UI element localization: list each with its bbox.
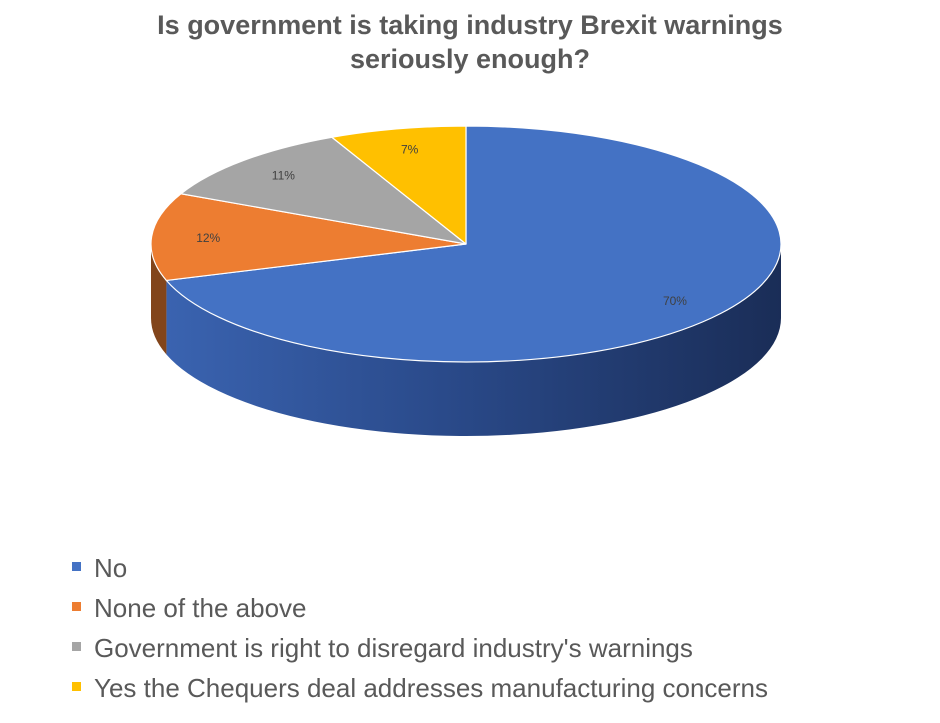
legend-item-none-of-the-above: None of the above	[72, 588, 768, 628]
legend-label-no: No	[94, 553, 128, 583]
legend-swatch-government-right	[72, 641, 81, 651]
legend-item-no: No	[72, 548, 768, 588]
legend-item-government-right: Government is right to disregard industr…	[72, 628, 768, 668]
pie-slice-chequers-deal	[331, 125, 467, 245]
legend: No None of the above Government is right…	[72, 548, 768, 708]
legend-item-chequers-deal: Yes the Chequers deal addresses manufact…	[72, 668, 768, 708]
pie-side-layer	[151, 244, 782, 436]
data-label-government-right: 11%	[272, 169, 295, 183]
chart-title-line-2: seriously enough?	[349, 44, 591, 74]
chart-title: Is government is taking industry Brexit …	[0, 8, 940, 76]
data-label-chequers-deal: 7%	[401, 143, 419, 157]
pie-slice-none-of-the-above	[150, 193, 467, 282]
legend-label-government-right: Government is right to disregard industr…	[94, 633, 693, 663]
legend-label-chequers-deal: Yes the Chequers deal addresses manufact…	[94, 673, 769, 703]
pie-label-layer: 70% 12% 11% 7%	[196, 143, 687, 308]
legend-swatch-no	[72, 561, 81, 571]
chart-title-line-1: Is government is taking industry Brexit …	[157, 10, 783, 40]
legend-label-none-of-the-above: None of the above	[94, 593, 307, 623]
legend-swatch-none-of-the-above	[72, 601, 81, 611]
pie-slice-government-right	[180, 136, 467, 245]
legend-swatch-chequers-deal	[72, 681, 81, 691]
data-label-none-of-the-above: 12%	[196, 231, 220, 245]
pie-top-layer	[150, 125, 782, 363]
pie-side-none-of-the-above	[151, 244, 167, 355]
pie-side-no	[166, 244, 782, 436]
pie-chart: 70% 12% 11% 7%	[150, 125, 782, 436]
pie-slice-no	[165, 125, 782, 363]
data-label-no: 70%	[663, 294, 687, 308]
